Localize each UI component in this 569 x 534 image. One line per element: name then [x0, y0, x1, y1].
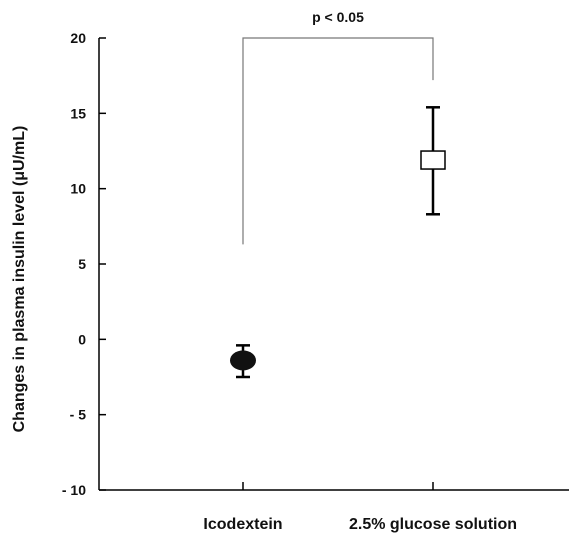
- data-point: [420, 106, 446, 216]
- y-tick-label: 0: [78, 331, 86, 347]
- significance-bracket: [242, 37, 434, 245]
- data-point: [230, 344, 256, 379]
- data-points: [230, 106, 446, 379]
- y-tick-label: - 10: [62, 482, 86, 498]
- significance-label: p < 0.05: [312, 9, 364, 25]
- y-tick-label: 15: [70, 105, 86, 121]
- bracket-line: [242, 37, 434, 245]
- marker-open-square: [420, 150, 446, 170]
- y-tick-label: 10: [70, 181, 86, 197]
- marker-filled-circle: [230, 350, 256, 371]
- y-axis-label: Changes in plasma insulin level (μU/mL): [11, 126, 28, 433]
- x-ticks: Icodextein 2.5% glucose solution: [203, 482, 517, 533]
- y-tick-label: 5: [78, 256, 86, 272]
- y-ticks: 20 15 10 5 0 - 5 - 10: [62, 30, 106, 498]
- x-tick-label: 2.5% glucose solution: [349, 516, 517, 533]
- axes: [98, 38, 569, 491]
- y-tick-label: - 5: [70, 407, 87, 423]
- x-tick-label: Icodextein: [203, 516, 282, 533]
- y-tick-label: 20: [70, 30, 86, 46]
